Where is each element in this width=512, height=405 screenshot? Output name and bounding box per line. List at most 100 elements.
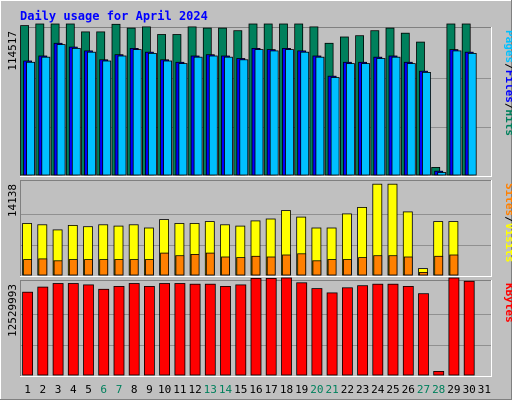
bar-pages-day-21 — [330, 77, 340, 176]
visits-sites-legend: Sites/Visits — [503, 183, 512, 263]
bar-kbytes-day-12 — [189, 283, 201, 376]
x-tick-day-2: 2 — [39, 383, 46, 396]
bar-sites-day-26 — [403, 256, 413, 276]
x-tick-day-21: 21 — [325, 383, 338, 396]
x-tick-day-4: 4 — [70, 383, 77, 396]
bar-kbytes-day-26 — [402, 285, 414, 376]
bar-kbytes-day-23 — [357, 285, 369, 376]
legend-kbytes: KBytes — [503, 283, 512, 323]
chart-title: Daily usage for April 2024 — [20, 9, 208, 23]
bar-sites-day-11 — [175, 255, 185, 276]
legend-pages: Pages — [503, 30, 512, 63]
kbytes-panel: 12529993 KBytes — [6, 277, 512, 377]
bar-sites-day-6 — [99, 259, 109, 276]
bar-pages-day-8 — [132, 49, 142, 176]
bar-kbytes-day-2 — [37, 286, 49, 376]
bar-pages-day-27 — [422, 72, 431, 176]
bar-pages-day-18 — [285, 49, 294, 176]
hits-files-pages-ytick-label: 114517 — [6, 31, 19, 71]
bar-kbytes-day-15 — [235, 284, 247, 376]
bar-kbytes-day-25 — [387, 283, 399, 376]
bar-pages-day-28 — [437, 172, 447, 176]
bar-kbytes-day-11 — [174, 283, 186, 376]
series-kbytes — [22, 277, 475, 376]
bar-sites-day-1 — [23, 259, 33, 276]
x-tick-day-29: 29 — [447, 383, 460, 396]
bar-sites-day-24 — [373, 255, 383, 276]
bar-pages-day-10 — [163, 60, 173, 176]
bar-kbytes-day-28 — [433, 370, 445, 376]
bar-kbytes-day-29 — [448, 277, 460, 376]
bar-sites-day-4 — [68, 259, 78, 276]
bar-kbytes-day-30 — [463, 280, 475, 376]
x-tick-day-6: 6 — [100, 383, 107, 396]
bar-sites-day-5 — [84, 259, 93, 276]
x-tick-day-26: 26 — [402, 383, 415, 396]
bar-sites-day-29 — [449, 254, 459, 276]
legend-hits: Hits — [503, 110, 512, 137]
bar-sites-day-16 — [251, 255, 261, 276]
bar-pages-day-19 — [300, 51, 310, 176]
bar-sites-day-12 — [190, 253, 200, 276]
bar-pages-day-3 — [56, 44, 66, 176]
bar-kbytes-day-24 — [372, 283, 384, 376]
bar-pages-day-30 — [467, 53, 477, 176]
bar-kbytes-day-9 — [143, 285, 155, 376]
bar-sites-day-14 — [221, 256, 230, 276]
bar-pages-day-1 — [26, 61, 36, 176]
x-tick-day-20: 20 — [310, 383, 323, 396]
bar-pages-day-16 — [254, 49, 264, 176]
x-axis-labels: 1 2 3 4 5 6 7 8 9 10 11 12 13 14 15 16 17 18 19 20 21 22 23 24 2… — [24, 383, 491, 396]
bar-pages-day-25 — [391, 56, 401, 176]
x-tick-day-16: 16 — [249, 383, 262, 396]
bar-kbytes-day-21 — [326, 292, 338, 376]
x-tick-day-18: 18 — [280, 383, 293, 396]
bar-kbytes-day-14 — [220, 285, 231, 376]
x-tick-day-27: 27 — [417, 383, 430, 396]
bar-pages-day-26 — [406, 63, 416, 176]
bar-kbytes-day-13 — [204, 283, 216, 376]
x-tick-day-5: 5 — [85, 383, 92, 396]
bar-kbytes-day-6 — [98, 288, 110, 376]
x-tick-day-23: 23 — [356, 383, 369, 396]
x-tick-day-24: 24 — [371, 383, 385, 396]
x-tick-day-30: 30 — [463, 383, 476, 396]
bar-kbytes-day-4 — [67, 283, 79, 376]
x-tick-day-19: 19 — [295, 383, 308, 396]
x-tick-day-15: 15 — [234, 383, 247, 396]
bar-kbytes-day-3 — [52, 283, 64, 376]
bar-kbytes-day-22 — [341, 287, 353, 376]
bar-pages-day-11 — [178, 63, 188, 176]
visits-sites-panel: 14138 Sites/Visits — [6, 180, 512, 277]
x-tick-day-17: 17 — [265, 383, 278, 396]
series-pages — [26, 44, 477, 176]
bar-pages-day-17 — [269, 50, 279, 176]
bar-sites-day-8 — [129, 259, 139, 276]
bar-sites-day-25 — [388, 255, 398, 276]
x-tick-day-28: 28 — [432, 383, 445, 396]
bar-pages-day-24 — [376, 58, 386, 176]
x-tick-day-14: 14 — [219, 383, 233, 396]
bar-pages-day-7 — [117, 55, 127, 176]
x-tick-day-7: 7 — [116, 383, 123, 396]
bar-sites-day-20 — [312, 260, 322, 276]
bar-kbytes-day-1 — [22, 291, 34, 376]
bar-sites-day-28 — [434, 255, 444, 276]
bar-pages-day-13 — [208, 55, 218, 176]
bar-kbytes-day-27 — [418, 293, 429, 376]
bar-kbytes-day-16 — [250, 277, 262, 376]
bar-pages-day-12 — [193, 56, 203, 176]
bar-kbytes-day-10 — [159, 283, 171, 376]
bar-pages-day-14 — [224, 56, 233, 176]
x-tick-day-1: 1 — [24, 383, 31, 396]
x-tick-day-3: 3 — [55, 383, 62, 396]
bar-sites-day-27 — [419, 271, 428, 276]
bar-pages-day-5 — [87, 51, 96, 176]
x-tick-day-9: 9 — [146, 383, 153, 396]
bar-kbytes-day-20 — [311, 288, 323, 376]
bar-sites-day-10 — [160, 252, 170, 276]
chart-panels: 114517Pages/Files/Hits14138Sites/Visits1… — [6, 23, 512, 377]
bar-pages-day-23 — [361, 63, 371, 176]
